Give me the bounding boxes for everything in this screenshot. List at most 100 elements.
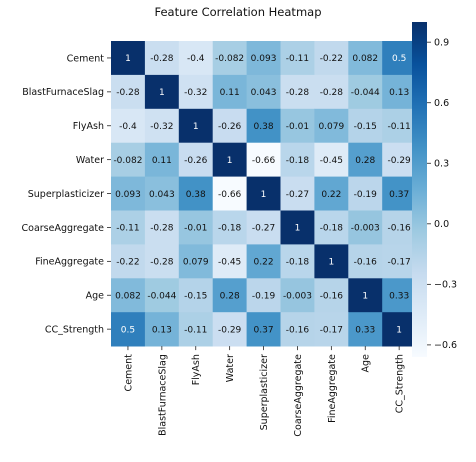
heatmap-cell-label: -0.11: [116, 224, 139, 234]
heatmap-cell: [314, 108, 349, 144]
heatmap-cell-label: 0.5: [392, 54, 406, 64]
colorbar-tick-label: 0.9: [434, 37, 449, 48]
heatmap-cell: [178, 244, 214, 279]
column-tick-label: CoarseAggregate: [293, 354, 304, 437]
heatmap-cell: [280, 278, 315, 313]
heatmap-cell: [144, 108, 180, 144]
row-tick-label: Cement: [67, 53, 105, 64]
heatmap-cell-label: -0.01: [184, 224, 207, 234]
column-tick-label: BlastFurnaceSlag: [157, 354, 168, 436]
heatmap-cell: [178, 176, 214, 211]
heatmap-cell: [314, 41, 349, 76]
column-tick-label: CC_Strength: [395, 354, 406, 413]
heatmap-cell: [111, 74, 146, 110]
heatmap-cell-label: -0.22: [116, 258, 139, 268]
heatmap-cell-label: -0.27: [252, 224, 275, 234]
heatmap-cell: [382, 74, 417, 110]
heatmap-cell: [314, 312, 349, 347]
colorbar-gradient: [412, 22, 427, 357]
heatmap-cell-label: 0.093: [115, 190, 141, 200]
heatmap-cell: [314, 210, 349, 245]
heatmap-cell: [144, 210, 180, 245]
heatmap-cell-label: 0.11: [152, 156, 172, 166]
column-tick-label: Water: [225, 354, 236, 382]
heatmap-cell-label: -0.15: [184, 291, 207, 301]
heatmap-cell-label: -0.22: [320, 54, 343, 64]
heatmap-cell: [348, 41, 383, 76]
heatmap-cell: [178, 108, 214, 144]
heatmap-cell-label: 1: [328, 258, 334, 268]
heatmap-cell: [314, 142, 349, 177]
heatmap-cell-label: -0.11: [184, 325, 207, 335]
heatmap-cell: [280, 244, 315, 279]
column-tick-label: FineAggregate: [327, 354, 338, 423]
heatmap-cell-label: 1: [227, 156, 233, 166]
row-tick-label: CoarseAggregate: [22, 223, 105, 234]
heatmap-cell-label: 1: [362, 291, 368, 301]
colorbar-tick-label: −0.3: [434, 280, 457, 291]
heatmap-cell: [348, 244, 383, 279]
heatmap-cell-label: 1: [261, 190, 267, 200]
heatmap-cell-label: -0.28: [150, 54, 174, 64]
heatmap-cell-label: -0.32: [184, 88, 207, 98]
heatmap-cell: [111, 108, 146, 144]
heatmap-cell: [314, 176, 349, 211]
heatmap-cell-label: -0.18: [286, 258, 310, 268]
heatmap-cell: [246, 108, 281, 144]
heatmap-cell: [178, 278, 214, 313]
heatmap-cell-label: 1: [295, 224, 301, 234]
heatmap-cell: [178, 142, 214, 177]
heatmap-cell: [246, 176, 281, 211]
heatmap-cell-label: -0.003: [351, 224, 380, 234]
heatmap-cell-label: 0.093: [251, 54, 277, 64]
heatmap-cell-label: 0.22: [254, 258, 274, 268]
heatmap-cell-label: 0.079: [318, 122, 344, 132]
heatmap-cell: [314, 74, 349, 110]
heatmap-cell: [382, 244, 417, 279]
row-tick-label: FineAggregate: [35, 257, 104, 268]
heatmap-cell: [212, 312, 247, 347]
heatmap-cell: [212, 41, 247, 76]
heatmap-cell: [246, 210, 281, 245]
heatmap-cell: [144, 278, 180, 313]
heatmap-cell: [348, 142, 383, 177]
heatmap-cell: [111, 312, 146, 347]
heatmap-cells: 1 -0.28 -0.4 -0.082 0.093 -0.11 -0.22 0.082 0.5 -…: [111, 41, 417, 347]
heatmap-cell: [280, 41, 315, 76]
heatmap-cell: [280, 142, 315, 177]
heatmap-cell-label: -0.19: [354, 190, 378, 200]
row-tick-label: FlyAsh: [73, 121, 104, 132]
heatmap-cell-label: -0.32: [150, 122, 173, 132]
heatmap-cell-label: -0.4: [119, 122, 137, 132]
heatmap-cell: [111, 244, 146, 279]
heatmap-cell-label: -0.044: [147, 291, 176, 301]
heatmap-cell: [111, 176, 146, 211]
heatmap-cell: [280, 312, 315, 347]
heatmap-cell-label: 0.28: [220, 291, 240, 301]
heatmap-cell-label: -0.18: [320, 224, 344, 234]
heatmap-cell: [382, 41, 417, 76]
heatmap-cell-label: 1: [125, 54, 131, 64]
heatmap-cell-label: -0.4: [187, 54, 205, 64]
heatmap-cell-label: -0.66: [218, 190, 242, 200]
heatmap-cell-label: -0.19: [252, 291, 276, 301]
heatmap-cell-label: -0.66: [252, 156, 276, 166]
heatmap-cell-label: -0.16: [320, 291, 344, 301]
heatmap-cell-label: 0.043: [149, 190, 175, 200]
heatmap-cell-label: -0.15: [354, 122, 377, 132]
column-tick-label: FlyAsh: [191, 354, 202, 385]
heatmap-cell: [280, 210, 315, 245]
row-tick-label: BlastFurnaceSlag: [22, 87, 104, 98]
heatmap-cell-label: -0.044: [351, 88, 380, 98]
heatmap-cell-label: -0.17: [388, 258, 411, 268]
heatmap-cell-label: -0.18: [218, 224, 242, 234]
heatmap-cell: [144, 41, 180, 76]
heatmap-cell-label: 0.13: [389, 88, 409, 98]
heatmap-cell-label: 0.079: [183, 258, 209, 268]
heatmap-cell: [348, 74, 383, 110]
heatmap-cell-label: -0.45: [320, 156, 343, 166]
heatmap-cell-label: 0.28: [355, 156, 375, 166]
heatmap-cell-label: -0.082: [215, 54, 244, 64]
heatmap-cell-label: 0.13: [152, 325, 172, 335]
